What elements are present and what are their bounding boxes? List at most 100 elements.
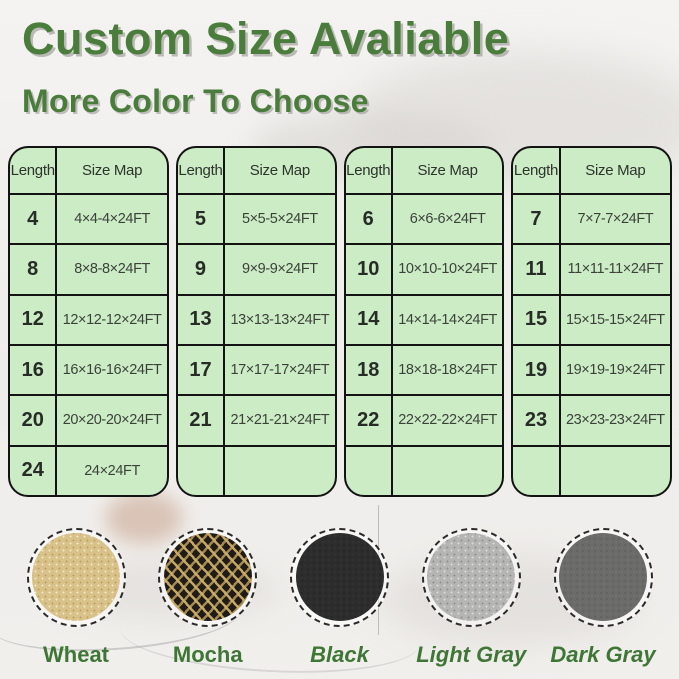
swatch-mocha: Mocha (146, 527, 270, 668)
size-map-cell: 13×13-13×24FT (223, 295, 334, 344)
length-cell: 5 (194, 207, 207, 230)
size-map-cell: 9×9-9×24FT (223, 245, 334, 294)
table-row: 13 13×13-13×24FT (177, 293, 335, 344)
table-row: 24 24×24FT (10, 444, 167, 495)
page-title: Custom Size Avaliable (22, 13, 510, 64)
length-cell: 15 (524, 308, 548, 331)
length-cell (513, 447, 558, 495)
size-map-cell: 23×23-23×24FT (558, 396, 670, 445)
swatch-dashed-ring (290, 527, 389, 627)
length-cell: 18 (357, 358, 380, 381)
table-row (177, 444, 335, 495)
size-map-cell: 17×17-17×24FT (223, 345, 334, 395)
swatch-label: Mocha (172, 641, 243, 667)
size-map-cell: 15×15-15×24FT (558, 295, 670, 344)
swatch-label: Wheat (43, 641, 109, 667)
swatch-fabric-light-gray (427, 533, 516, 622)
length-cell: 11 (525, 257, 547, 280)
length-cell: 12 (21, 308, 44, 331)
table-row: 6 6×6-6×24FT (345, 192, 503, 244)
length-cell: 20 (21, 408, 44, 431)
size-map-cell: 16×16-16×24FT (55, 345, 166, 395)
swatch-label: Dark Gray (550, 641, 656, 667)
length-cell: 13 (189, 308, 212, 331)
length-cell: 21 (189, 408, 212, 431)
size-map-cell: 20×20-20×24FT (55, 396, 166, 445)
length-cell (178, 447, 223, 495)
size-table-1: Length Size Map 4 4×4-4×24FT 8 8×8-8×24FT 12 12… (8, 145, 169, 497)
length-cell: 6 (362, 207, 374, 230)
size-tables: Length Size Map 4 4×4-4×24FT 8 8×8-8×24FT 12 12… (8, 145, 672, 497)
size-map-cell: 5×5-5×24FT (223, 194, 334, 244)
size-map-cell: 14×14-14×24FT (390, 295, 502, 344)
table-row: 19 19×19-19×24FT (513, 343, 670, 395)
swatch-dashed-ring (553, 527, 653, 627)
table-row: 5 5×5-5×24FT (177, 192, 335, 244)
size-map-cell: 19×19-19×24FT (558, 345, 670, 395)
size-map-header: Size Map (390, 147, 502, 193)
swatch-dashed-ring (421, 527, 521, 627)
table-row: 17 17×17-17×24FT (177, 343, 335, 395)
swatch-wheat: Wheat (14, 527, 138, 668)
size-table-2: Length Size Map 5 5×5-5×24FT 9 9×9-9×24FT 13 13… (175, 145, 337, 497)
size-map-header: Size Map (55, 147, 166, 193)
size-map-cell: 12×12-12×24FT (55, 295, 166, 344)
table-row: 11 11×11-11×24FT (513, 243, 670, 294)
table-row: 9 9×9-9×24FT (177, 243, 335, 294)
table-row: 20 20×20-20×24FT (10, 394, 167, 445)
size-map-cell (223, 446, 334, 495)
size-map-header: Size Map (223, 147, 334, 193)
table-row: 12 12×12-12×24FT (10, 293, 167, 344)
size-map-cell: 18×18-18×24FT (390, 345, 502, 395)
color-swatches: Wheat Mocha Black Light Gray Dark Gray (14, 527, 665, 668)
swatch-fabric-mocha (163, 533, 252, 622)
length-cell: 10 (357, 257, 380, 280)
length-cell: 24 (21, 459, 44, 482)
length-cell: 9 (194, 257, 207, 280)
length-header: Length (178, 161, 223, 179)
length-header: Length (513, 161, 559, 179)
table-row: 22 22×22-22×24FT (345, 394, 503, 445)
length-cell: 8 (27, 257, 39, 280)
swatch-dashed-ring (26, 527, 126, 627)
length-cell: 4 (27, 207, 39, 230)
swatch-fabric-dark-gray (559, 533, 647, 622)
size-map-cell: 6×6-6×24FT (390, 194, 502, 244)
table-row: 14 14×14-14×24FT (345, 293, 503, 344)
table-row (513, 444, 670, 495)
table-row: 21 21×21-21×24FT (177, 394, 335, 445)
swatch-fabric-wheat (32, 533, 120, 622)
page-subtitle: More Color To Choose (22, 82, 369, 119)
length-cell: 17 (189, 358, 212, 381)
size-table-4: Length Size Map 7 7×7-7×24FT 11 11×11-11×24FT… (511, 145, 672, 497)
size-map-cell: 4×4-4×24FT (55, 194, 166, 244)
table-header-row: Length Size Map (513, 147, 670, 193)
size-map-cell: 11×11-11×24FT (558, 245, 670, 294)
length-cell: 23 (524, 408, 548, 431)
swatch-black: Black (278, 527, 402, 668)
table-row: 4 4×4-4×24FT (10, 192, 167, 244)
length-header: Length (10, 161, 55, 179)
swatch-label: Light Gray (416, 641, 527, 667)
table-row: 23 23×23-23×24FT (513, 394, 670, 445)
size-map-cell: 22×22-22×24FT (390, 396, 502, 445)
swatch-fabric-black (295, 533, 384, 622)
table-header-row: Length Size Map (346, 147, 503, 193)
length-header: Length (346, 161, 391, 179)
length-cell (346, 447, 391, 495)
table-row: 10 10×10-10×24FT (345, 243, 503, 294)
swatch-dashed-ring (158, 527, 258, 627)
table-header-row: Length Size Map (178, 147, 335, 193)
length-cell: 22 (357, 408, 380, 431)
table-row: 16 16×16-16×24FT (10, 343, 167, 395)
table-row: 8 8×8-8×24FT (10, 243, 167, 294)
table-row: 15 15×15-15×24FT (513, 293, 670, 344)
size-map-cell: 21×21-21×24FT (223, 396, 334, 445)
size-map-cell: 10×10-10×24FT (390, 245, 502, 294)
size-map-cell: 24×24FT (55, 446, 166, 495)
swatch-label: Black (310, 641, 369, 667)
length-cell: 14 (357, 308, 380, 331)
size-map-cell (390, 446, 502, 495)
size-map-cell: 8×8-8×24FT (55, 245, 166, 294)
